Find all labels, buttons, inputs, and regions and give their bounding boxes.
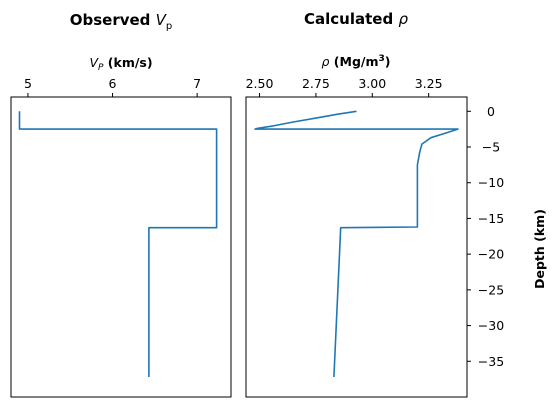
y-tick-label-density: −15 xyxy=(478,211,504,226)
y-tick-label-density: −10 xyxy=(478,175,504,190)
x-axis-label-vp: VP (km/s) xyxy=(89,55,152,73)
y-tick-label-density: −20 xyxy=(478,247,504,262)
x-tick-label-vp: 5 xyxy=(24,76,32,91)
x-tick-label-density: 2.75 xyxy=(302,76,330,91)
x-tick-label-density: 3.00 xyxy=(358,76,386,91)
series-line-vp xyxy=(18,111,218,377)
y-axis-label-depth: Depth (km) xyxy=(532,209,547,289)
x-axis-label-density: ρ (Mg/m3) xyxy=(322,54,391,69)
x-ticks-density: 2.50 2.75 3.00 3.25 xyxy=(246,76,443,97)
y-tick-label-density: −5 xyxy=(482,140,500,155)
x-ticks-vp: 5 6 7 xyxy=(24,76,201,97)
plot-frame-density xyxy=(245,96,468,398)
x-tick-label-density: 2.50 xyxy=(246,76,274,91)
y-tick-label-density: −25 xyxy=(478,282,504,297)
x-tick-label-density: 3.25 xyxy=(415,76,443,91)
y-tick-label-density: 0 xyxy=(487,104,495,119)
y-tick-label-density: −30 xyxy=(478,318,504,333)
y-tick-label-density: −35 xyxy=(478,354,504,369)
panel-calculated-density: Calculated ρ ρ (Mg/m3) 2.50 2.75 3.00 3.25 … xyxy=(245,10,547,398)
x-tick-label-vp: 6 xyxy=(109,76,117,91)
chart-title-calculated-density: Calculated ρ xyxy=(304,10,408,28)
plot-frame-vp xyxy=(10,96,232,398)
y-ticks-depth: 0 −5 −10 −15 −20 −25 −30 −35 xyxy=(467,104,504,369)
chart-title-observed-vp: Observed Vp xyxy=(70,11,173,32)
series-line-density xyxy=(254,110,459,378)
x-tick-label-vp: 7 xyxy=(193,76,201,91)
panel-observed-vp: Observed Vp VP (km/s) 5 6 7 xyxy=(10,11,232,398)
